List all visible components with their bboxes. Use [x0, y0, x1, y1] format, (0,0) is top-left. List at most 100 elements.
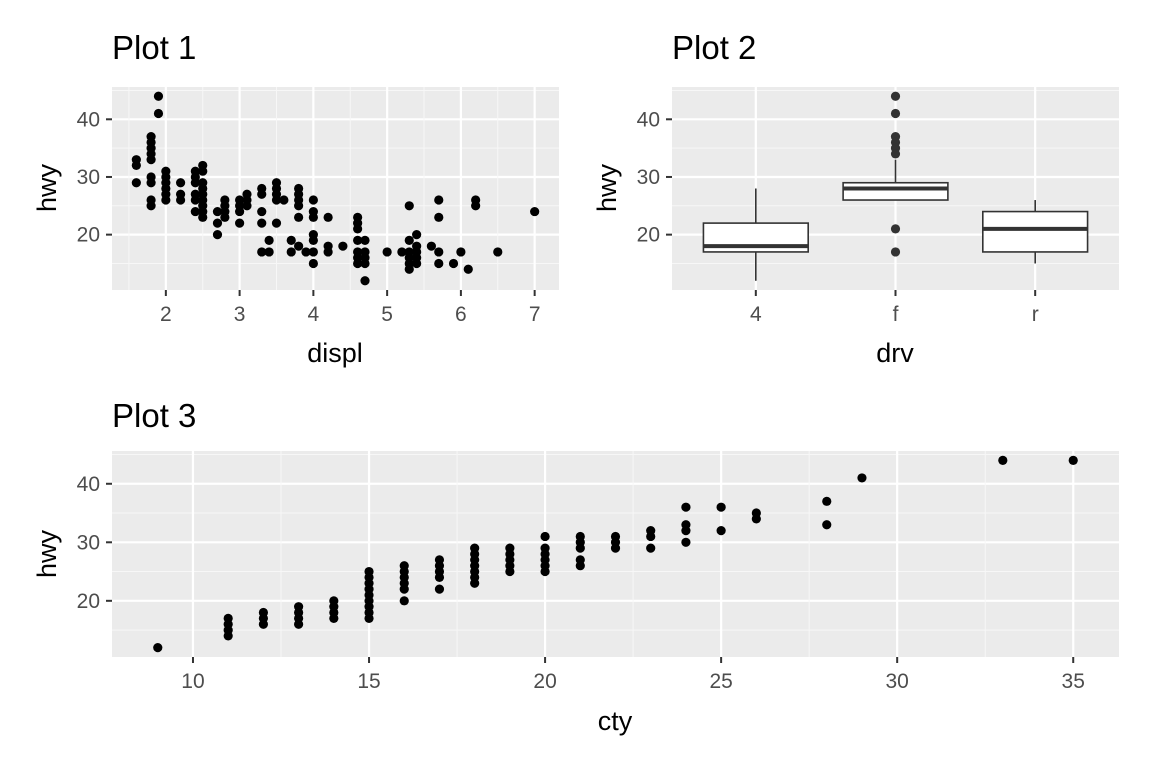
p3-y-tick-label-40: 40	[77, 473, 100, 496]
p1-point-37	[198, 213, 207, 222]
p3-point-34	[435, 573, 444, 582]
p2-y-tick-label-40: 40	[637, 108, 660, 131]
p3-point-48	[540, 532, 549, 541]
p3-x-tick-label-30: 30	[885, 670, 908, 693]
plot-2-title: Plot 2	[672, 29, 756, 66]
p3-point-35	[435, 585, 444, 594]
p1-point-1	[132, 161, 141, 170]
p1-point-115	[449, 259, 458, 268]
p3-point-0	[153, 643, 162, 652]
p1-point-48	[235, 219, 244, 228]
p1-point-54	[257, 207, 266, 216]
p1-point-44	[220, 213, 229, 222]
plot-2-y-axis-title: hwy	[592, 163, 622, 212]
p1-x-tick-label-5: 5	[381, 303, 393, 326]
p1-point-53	[257, 190, 266, 199]
plot-2: Plot 2 2030404 f r drv hwy	[592, 29, 1119, 368]
p1-point-80	[309, 259, 318, 268]
p3-x-tick-label-10: 10	[181, 670, 204, 693]
p1-point-7	[146, 155, 155, 164]
p3-point-53	[540, 567, 549, 576]
p2-iqr-box-r	[983, 212, 1088, 252]
p3-point-58	[576, 561, 585, 570]
p2-outlier-f-0	[891, 92, 900, 101]
p1-point-12	[154, 92, 163, 101]
p1-point-121	[530, 207, 539, 216]
p1-point-76	[309, 213, 318, 222]
p1-point-2	[132, 178, 141, 187]
p3-point-73	[822, 497, 831, 506]
p2-outlier-f-1	[891, 109, 900, 118]
p3-x-tick-label-15: 15	[357, 670, 380, 693]
p1-point-63	[272, 219, 281, 228]
p1-point-83	[324, 247, 333, 256]
p1-point-9	[146, 178, 155, 187]
p1-x-tick-label-7: 7	[529, 303, 541, 326]
plot-1: Plot 1 2030402 3 4 5 6 7 displ hwy	[32, 29, 559, 368]
p1-point-72	[294, 242, 303, 251]
p3-point-65	[681, 503, 690, 512]
p3-point-4	[224, 631, 233, 640]
p1-point-13	[154, 109, 163, 118]
p3-point-70	[717, 526, 726, 535]
p3-point-76	[998, 456, 1007, 465]
p1-point-66	[287, 247, 296, 256]
p1-point-39	[213, 219, 222, 228]
p1-point-113	[434, 247, 443, 256]
plot-1-panel	[112, 87, 559, 290]
p1-point-114	[434, 259, 443, 268]
plot-1-title: Plot 1	[112, 29, 196, 66]
p3-point-69	[717, 503, 726, 512]
p1-x-tick-label-4: 4	[308, 303, 320, 326]
p1-x-tick-label-2: 2	[160, 303, 172, 326]
plot-3-title: Plot 3	[112, 397, 196, 434]
p1-point-30	[198, 167, 207, 176]
p1-point-57	[265, 236, 274, 245]
p3-point-47	[505, 567, 514, 576]
p1-point-64	[279, 195, 288, 204]
p1-point-70	[294, 201, 303, 210]
p1-point-55	[257, 219, 266, 228]
p3-point-74	[822, 520, 831, 529]
p2-x-tick-label-4: 4	[750, 303, 762, 326]
p3-point-75	[857, 473, 866, 482]
p1-point-109	[412, 259, 421, 268]
p1-point-65	[287, 236, 296, 245]
p3-point-68	[681, 538, 690, 547]
p1-point-117	[464, 265, 473, 274]
plot-3-x-axis-title: cty	[598, 706, 633, 736]
p3-y-tick-label-30: 30	[77, 531, 100, 554]
p1-point-47	[235, 207, 244, 216]
p3-point-77	[1069, 456, 1078, 465]
plot-2-x-axis-title: drv	[876, 338, 914, 368]
p3-x-tick-label-25: 25	[709, 670, 732, 693]
p1-point-84	[338, 242, 347, 251]
p3-point-72	[752, 514, 761, 523]
p1-x-tick-label-6: 6	[455, 303, 467, 326]
p1-x-tick-label-3: 3	[234, 303, 246, 326]
p1-point-112	[434, 213, 443, 222]
p3-x-tick-label-20: 20	[533, 670, 556, 693]
p3-point-67	[681, 526, 690, 535]
p3-point-24	[364, 614, 373, 623]
p3-x-tick-label-35: 35	[1062, 670, 1085, 693]
p1-point-116	[456, 247, 465, 256]
p1-point-58	[265, 247, 274, 256]
p3-point-7	[259, 620, 268, 629]
p2-outlier-f-5	[891, 149, 900, 158]
p3-point-15	[329, 614, 338, 623]
p1-point-78	[309, 236, 318, 245]
p1-point-105	[412, 230, 421, 239]
p3-point-29	[400, 585, 409, 594]
p1-point-110	[427, 242, 436, 251]
p1-point-111	[434, 195, 443, 204]
p1-y-tick-label-20: 20	[77, 224, 100, 247]
plot-1-y-axis-title: hwy	[32, 163, 62, 212]
p1-point-100	[405, 236, 414, 245]
p1-point-74	[309, 195, 318, 204]
p2-x-tick-label-r: r	[1032, 303, 1039, 326]
p2-outlier-f-7	[891, 247, 900, 256]
p1-point-51	[242, 201, 251, 210]
p2-outlier-f-6	[891, 224, 900, 233]
plot-3-y-axis-title: hwy	[32, 529, 62, 578]
